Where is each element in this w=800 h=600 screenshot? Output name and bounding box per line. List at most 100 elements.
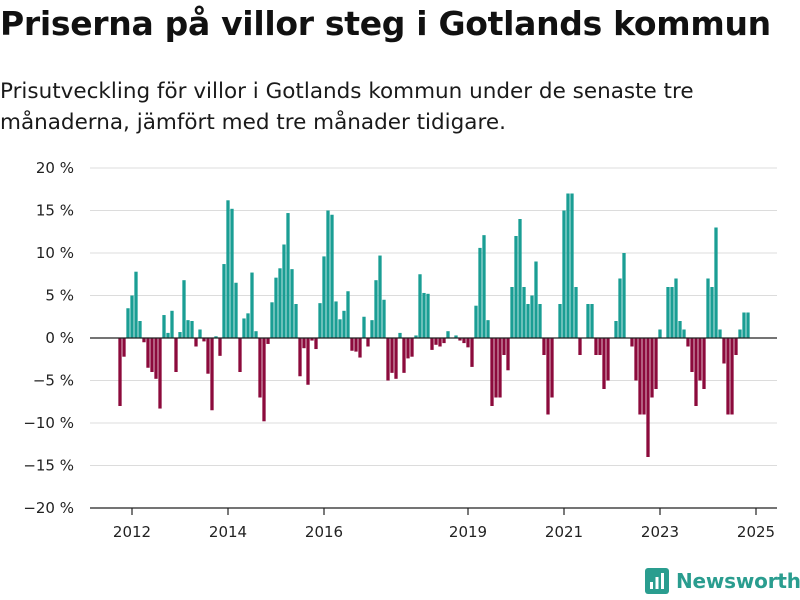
bar xyxy=(130,295,134,338)
x-tick-label: 2012 xyxy=(113,523,151,541)
bar xyxy=(642,338,646,415)
bar xyxy=(226,200,230,338)
bar xyxy=(602,338,606,389)
bar xyxy=(698,338,702,381)
bar xyxy=(278,268,282,338)
bar xyxy=(718,329,722,338)
x-tick-label: 2023 xyxy=(641,523,679,541)
bar xyxy=(442,338,446,344)
bar xyxy=(286,213,290,338)
bar xyxy=(142,338,146,343)
bar xyxy=(614,321,618,338)
bar xyxy=(546,338,550,415)
bar xyxy=(206,338,210,374)
bar xyxy=(366,338,370,347)
bar xyxy=(134,271,138,338)
bar xyxy=(690,338,694,372)
newsworthy-name: Newsworthy xyxy=(676,569,800,593)
bar xyxy=(654,338,658,389)
bar xyxy=(382,299,386,338)
bar xyxy=(346,291,350,338)
bar xyxy=(734,338,738,355)
bar xyxy=(186,320,190,338)
bar xyxy=(198,329,202,338)
bar xyxy=(218,338,222,356)
bar xyxy=(446,331,450,338)
bar xyxy=(298,338,302,377)
bar xyxy=(726,338,730,415)
bar xyxy=(274,277,278,338)
bar xyxy=(398,332,402,338)
bar xyxy=(646,338,650,457)
newsworthy-logo-icon xyxy=(645,568,669,594)
bar xyxy=(538,304,542,338)
bar xyxy=(482,235,486,338)
bar xyxy=(430,338,434,350)
bar xyxy=(558,304,562,338)
bar xyxy=(378,255,382,338)
bar xyxy=(694,338,698,406)
y-tick-label: −15 % xyxy=(23,457,74,475)
bar xyxy=(506,338,510,371)
bar xyxy=(550,338,554,398)
bar xyxy=(542,338,546,355)
bar xyxy=(598,338,602,355)
bar xyxy=(262,338,266,422)
bar xyxy=(158,338,162,409)
bar-chart: 20 % 15 % 10 % 5 % 0 % −5 % −10 % −15 % −20 % 201… xyxy=(23,150,784,541)
bar xyxy=(122,338,126,357)
bar xyxy=(618,278,622,338)
bar xyxy=(246,313,250,338)
bar xyxy=(422,292,426,338)
bar xyxy=(386,338,390,381)
bar xyxy=(178,332,182,338)
bar xyxy=(650,338,654,398)
chart-subtitle: Prisutveckling för villor i Gotlands kom… xyxy=(0,79,694,135)
bar xyxy=(490,338,494,406)
bar xyxy=(426,293,430,338)
bar xyxy=(210,338,214,411)
bar xyxy=(414,335,418,338)
x-tick-label: 2014 xyxy=(209,523,247,541)
bar xyxy=(302,338,306,349)
bar xyxy=(670,287,674,338)
bar xyxy=(310,338,314,341)
x-tick-label: 2019 xyxy=(449,523,487,541)
y-tick-label: 20 % xyxy=(36,159,74,177)
bar xyxy=(730,338,734,415)
bar xyxy=(342,310,346,338)
bar xyxy=(222,264,226,338)
bar xyxy=(358,338,362,358)
bar xyxy=(458,338,462,341)
bar xyxy=(466,338,470,348)
bar xyxy=(282,244,286,338)
bar xyxy=(566,193,570,338)
bar xyxy=(314,338,318,350)
bar xyxy=(570,193,574,338)
y-tick-label: −5 % xyxy=(33,372,74,390)
bar xyxy=(254,331,258,338)
bar xyxy=(334,301,338,338)
x-tick-label: 2016 xyxy=(305,523,343,541)
y-tick-label: −10 % xyxy=(23,414,74,432)
bar xyxy=(658,329,662,338)
bar xyxy=(682,329,686,338)
bar xyxy=(502,338,506,355)
bar xyxy=(350,338,354,351)
bar xyxy=(510,287,514,338)
bar xyxy=(514,236,518,338)
bar xyxy=(606,338,610,381)
bar xyxy=(170,310,174,338)
bar xyxy=(402,338,406,373)
bar xyxy=(354,338,358,352)
bar xyxy=(674,278,678,338)
bar xyxy=(202,338,206,342)
bar xyxy=(294,304,298,338)
bar xyxy=(578,338,582,355)
bar xyxy=(590,304,594,338)
bar xyxy=(702,338,706,389)
bar xyxy=(162,315,166,338)
bar xyxy=(434,338,438,345)
x-tick-label: 2021 xyxy=(545,523,583,541)
bar xyxy=(498,338,502,398)
